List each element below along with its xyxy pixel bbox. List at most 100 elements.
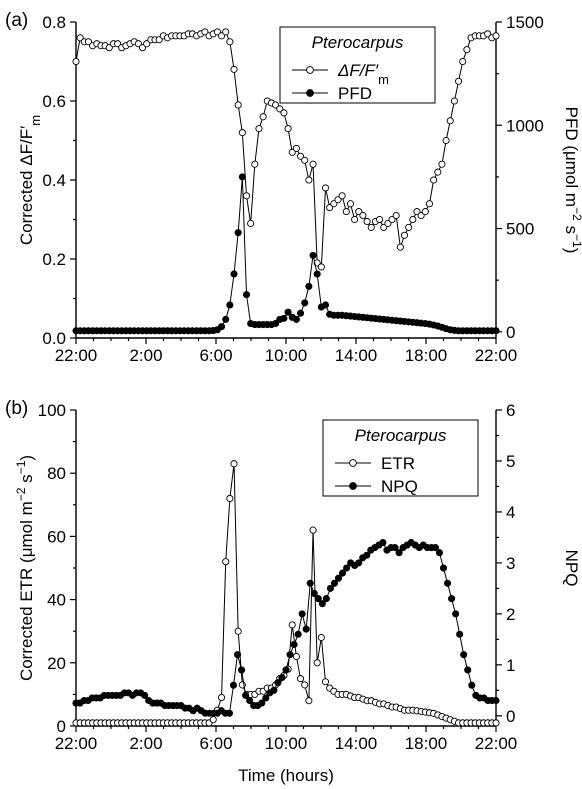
y-left-tick-label: 0.6 bbox=[42, 92, 66, 111]
data-point-filled bbox=[492, 696, 500, 705]
panel-label: (b) bbox=[5, 398, 28, 419]
y-left-tick-label: 0 bbox=[57, 717, 66, 736]
data-point-filled bbox=[321, 301, 330, 309]
data-point-filled bbox=[310, 589, 318, 598]
data-point-filled bbox=[292, 315, 300, 323]
data-point-filled bbox=[230, 270, 238, 278]
legend-box bbox=[322, 419, 479, 497]
panel-b: (b)22:00 2:00 6:00 10:00 14:00 18:00 22:000204… bbox=[5, 398, 581, 785]
data-point-open bbox=[459, 57, 467, 66]
data-point-open bbox=[259, 113, 267, 121]
data-point-open bbox=[317, 633, 325, 642]
data-point-filled bbox=[222, 315, 230, 323]
legend-marker bbox=[349, 482, 357, 490]
y-left-tick-label: 40 bbox=[47, 591, 66, 610]
data-point-open bbox=[305, 176, 313, 184]
data-point-filled bbox=[280, 314, 288, 322]
data-point-open bbox=[288, 621, 296, 629]
data-point-filled bbox=[313, 270, 321, 278]
data-point-open bbox=[309, 160, 317, 168]
x-tick-label: 14:00 bbox=[335, 346, 378, 365]
data-point-open bbox=[292, 652, 300, 661]
data-point-open bbox=[247, 219, 255, 227]
data-point-open bbox=[222, 558, 230, 566]
data-point-filled bbox=[492, 327, 500, 335]
data-point-filled bbox=[443, 579, 452, 587]
y-right-tick-label: 6 bbox=[506, 401, 515, 420]
data-point-open bbox=[492, 32, 500, 40]
y-left-tick-label: 100 bbox=[38, 401, 66, 420]
data-point-open bbox=[313, 659, 321, 667]
data-point-filled bbox=[290, 640, 298, 649]
data-point-open bbox=[442, 136, 450, 145]
x-tick-label: 2:00 bbox=[129, 734, 162, 753]
x-tick-label: 22:00 bbox=[55, 346, 98, 365]
legend-title: Pterocarpus bbox=[355, 426, 447, 445]
data-point-filled bbox=[238, 173, 246, 181]
legend-label: PFD bbox=[338, 84, 372, 103]
y-right-tick-label: 4 bbox=[506, 503, 515, 522]
data-point-open bbox=[455, 77, 463, 85]
data-point-open bbox=[450, 97, 458, 105]
legend-title: Pterocarpus bbox=[312, 33, 404, 52]
y-left-tick-label: 0.4 bbox=[42, 171, 66, 190]
data-point-open bbox=[251, 160, 259, 168]
series-line bbox=[76, 463, 496, 724]
data-point-open bbox=[284, 125, 292, 133]
legend-marker bbox=[306, 66, 314, 74]
data-point-open bbox=[376, 215, 384, 224]
data-point-filled bbox=[270, 686, 278, 694]
data-point-open bbox=[217, 694, 226, 702]
y-left-axis-label: Corrected ETR (μmol m−2 s−1) bbox=[14, 455, 36, 681]
legend-label: ΔF/F′m bbox=[337, 61, 389, 87]
data-point-open bbox=[301, 681, 309, 689]
data-point-filled bbox=[234, 229, 242, 237]
y-left-axis-label: Corrected ΔF/F′m bbox=[17, 115, 43, 245]
data-point-open bbox=[226, 494, 234, 503]
x-tick-label: 10:00 bbox=[265, 346, 308, 365]
y-left-tick-label: 0.2 bbox=[42, 250, 66, 269]
x-tick-label: 2:00 bbox=[129, 346, 162, 365]
data-point-open bbox=[242, 192, 251, 200]
data-point-open bbox=[438, 160, 446, 168]
data-point-open bbox=[338, 192, 346, 200]
data-point-filled bbox=[301, 299, 309, 307]
data-point-filled bbox=[294, 630, 302, 638]
legend-label: NPQ bbox=[381, 477, 418, 496]
legend-label: ETR bbox=[381, 454, 415, 473]
y-right-tick-label: 0 bbox=[506, 323, 515, 342]
data-point-open bbox=[230, 65, 238, 73]
x-tick-label: 18:00 bbox=[405, 734, 448, 753]
data-point-open bbox=[321, 678, 330, 686]
data-point-open bbox=[72, 57, 80, 66]
data-point-filled bbox=[282, 666, 290, 674]
y-right-axis-label: PFD (μmol m−2 s−1) bbox=[562, 107, 582, 254]
data-point-filled bbox=[246, 696, 254, 705]
data-point-filled bbox=[452, 610, 460, 618]
data-point-filled bbox=[141, 691, 149, 699]
panel-a: (a)22:00 2:00 6:00 10:00 14:00 18:00 22:000.00… bbox=[5, 10, 582, 365]
data-point-filled bbox=[435, 549, 444, 557]
data-point-filled bbox=[363, 551, 371, 559]
data-point-filled bbox=[298, 610, 306, 618]
data-point-open bbox=[396, 243, 404, 251]
data-point-open bbox=[234, 101, 242, 109]
data-point-open bbox=[226, 38, 234, 46]
data-point-filled bbox=[464, 666, 472, 674]
data-point-open bbox=[463, 46, 471, 54]
data-point-filled bbox=[391, 544, 399, 552]
data-point-filled bbox=[456, 630, 464, 638]
data-point-open bbox=[238, 129, 246, 137]
data-point-filled bbox=[309, 251, 317, 259]
data-point-open bbox=[363, 217, 371, 226]
data-point-open bbox=[255, 125, 263, 133]
data-point-open bbox=[296, 675, 305, 683]
data-point-filled bbox=[318, 600, 326, 608]
y-left-tick-label: 80 bbox=[47, 464, 66, 483]
data-point-filled bbox=[314, 595, 322, 603]
data-point-filled bbox=[217, 323, 226, 331]
data-point-filled bbox=[225, 709, 234, 717]
data-point-filled bbox=[431, 544, 439, 552]
